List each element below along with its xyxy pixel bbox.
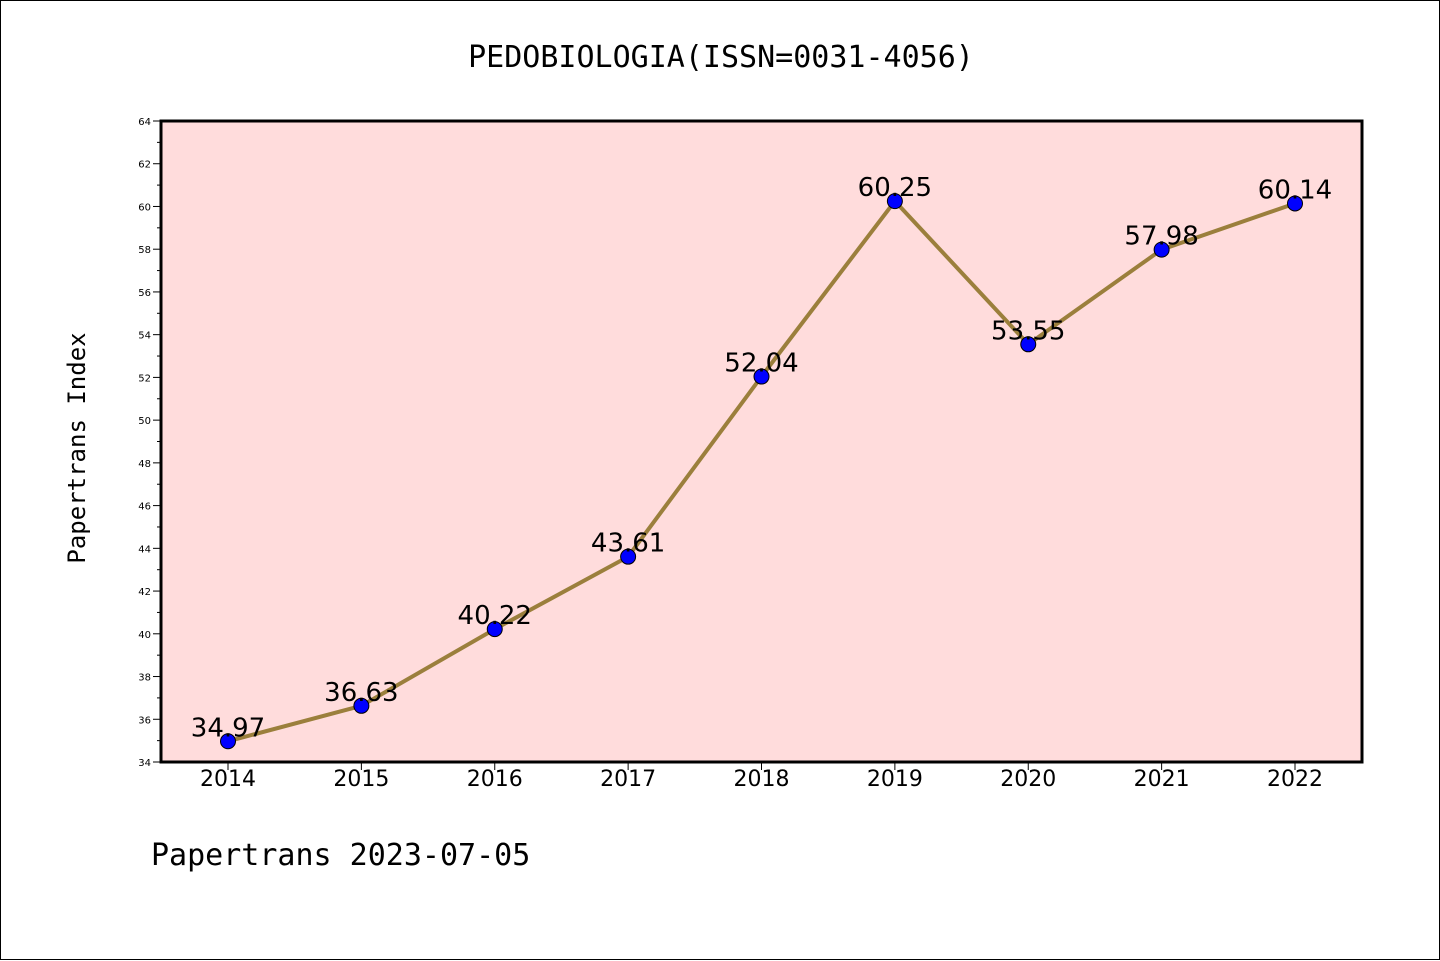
footer-source-date: Papertrans 2023-07-05: [151, 838, 530, 873]
y-axis-ticks: 34 36 38 40 42 44 46 48 50 52 54 56 58 60 62 64: [138, 117, 161, 769]
data-label: 36.63: [324, 678, 398, 708]
data-label: 40.22: [458, 601, 532, 631]
data-point: [620, 548, 637, 565]
y-tick-label: 62: [138, 160, 151, 171]
data-label: 34.97: [191, 713, 265, 743]
data-point: [486, 621, 503, 638]
plot-area: [161, 121, 1362, 762]
data-label: 53.55: [991, 316, 1065, 346]
data-label: 60.14: [1258, 175, 1332, 205]
plot-frame: [159, 119, 1364, 764]
data-label: 43.61: [591, 529, 665, 559]
x-tick-label: 2018: [734, 767, 790, 792]
y-tick-label: 34: [138, 758, 151, 769]
y-tick-label: 52: [138, 373, 151, 384]
y-axis-label: Papertrans Index: [63, 332, 91, 563]
x-tick-label: 2022: [1267, 767, 1323, 792]
y-tick-label: 58: [138, 245, 151, 256]
data-point: [220, 733, 236, 750]
x-tick-label: 2017: [600, 767, 656, 792]
y-tick-label: 50: [138, 416, 151, 427]
data-point-markers: [220, 193, 1303, 750]
y-tick-label: 38: [138, 673, 151, 684]
y-tick-label: 40: [138, 630, 151, 641]
data-point: [1153, 241, 1170, 258]
data-point: [886, 193, 903, 210]
data-point: [753, 368, 770, 385]
data-point: [1287, 195, 1303, 212]
data-label: 57.98: [1124, 222, 1198, 252]
chart-title: PEDOBIOLOGIA(ISSN=0031-4056): [468, 40, 974, 75]
y-tick-label: 54: [138, 331, 151, 342]
y-tick-label: 64: [138, 117, 151, 128]
y-tick-label: 44: [138, 544, 151, 555]
y-tick-label: 46: [138, 502, 151, 513]
x-axis-ticks: 2014 2015 2016 2017 2018 2019 2020 2021 2022: [200, 762, 1323, 792]
y-tick-label: 56: [138, 288, 151, 299]
data-point: [1020, 336, 1037, 353]
data-label: 52.04: [724, 349, 798, 379]
y-tick-label: 42: [138, 587, 151, 598]
data-labels: 34.97 36.63 40.22 43.61 52.04 60.25 53.55 57.98…: [191, 173, 1332, 743]
y-tick-label: 36: [138, 715, 151, 726]
y-tick-label: 48: [138, 459, 151, 470]
x-tick-label: 2020: [1000, 767, 1056, 792]
y-tick-label: 60: [138, 202, 151, 213]
x-tick-label: 2014: [200, 767, 256, 792]
x-tick-label: 2015: [333, 767, 389, 792]
x-tick-label: 2021: [1134, 767, 1190, 792]
x-tick-label: 2019: [867, 767, 923, 792]
data-label: 60.25: [858, 173, 932, 203]
x-tick-label: 2016: [467, 767, 523, 792]
data-point: [353, 697, 370, 714]
